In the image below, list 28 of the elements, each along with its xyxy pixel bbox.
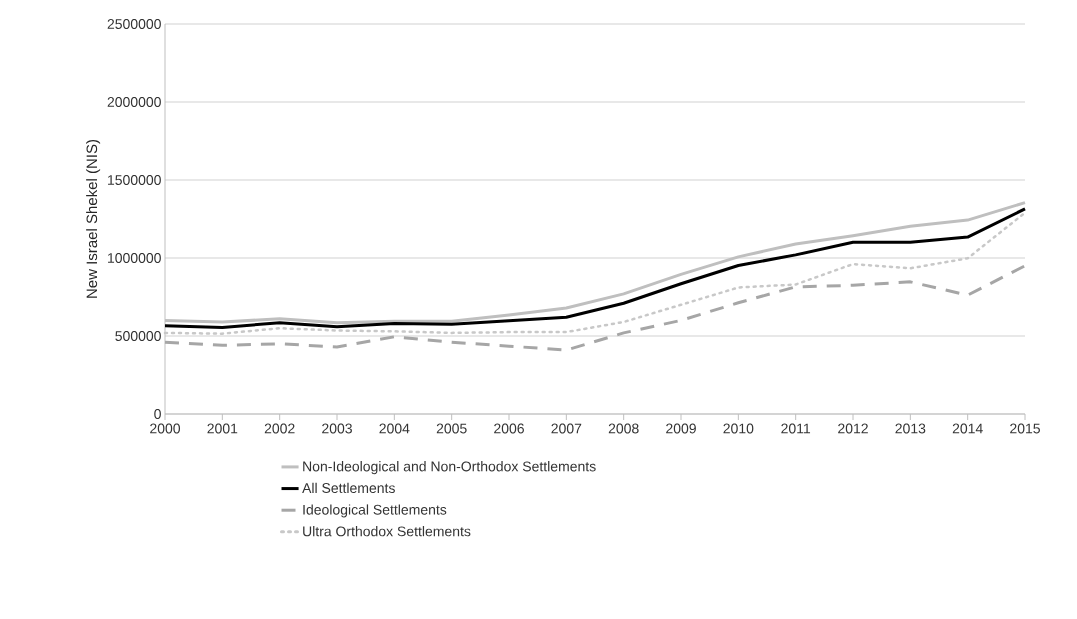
legend-label: Ideological Settlements — [303, 504, 447, 518]
y-axis-title: New Israel Shekel (NIS) — [86, 139, 101, 298]
y-tick-label: 1000000 — [108, 253, 161, 263]
x-tick-label: 2007 — [551, 423, 582, 434]
x-tick-label: 2011 — [781, 423, 811, 434]
x-tick-label: 2012 — [838, 423, 868, 434]
x-tick-label: 2015 — [1010, 423, 1040, 434]
y-tick-label: 1500000 — [108, 175, 161, 185]
x-tick-label: 2013 — [895, 423, 926, 434]
x-tick-label: 2014 — [952, 423, 983, 434]
y-tick-label: 0 — [154, 409, 161, 419]
x-tick-label: 2010 — [723, 423, 754, 434]
y-tick-label: 2000000 — [107, 97, 161, 107]
x-tick-label: 2008 — [608, 423, 639, 434]
y-tick-label: 2500000 — [107, 19, 161, 29]
legend-label: Ultra Orthodox Settlements — [303, 526, 471, 537]
line-series — [163, 264, 1027, 352]
x-tick-label: 2001 — [207, 423, 238, 434]
x-tick-label: 2004 — [379, 423, 410, 434]
x-tick-label: 2005 — [436, 423, 467, 434]
legend-label: All Settlements — [302, 482, 395, 494]
x-tick-label: 2002 — [264, 423, 295, 434]
x-tick-label: 2000 — [150, 423, 181, 434]
x-tick-label: 2006 — [494, 423, 524, 434]
legend-label: Non-Ideological and Non-Orthodox Settlements — [303, 461, 596, 475]
x-tick-label: 2003 — [322, 423, 352, 434]
y-tick-label: 500000 — [115, 331, 161, 341]
x-tick-label: 2009 — [666, 423, 696, 434]
